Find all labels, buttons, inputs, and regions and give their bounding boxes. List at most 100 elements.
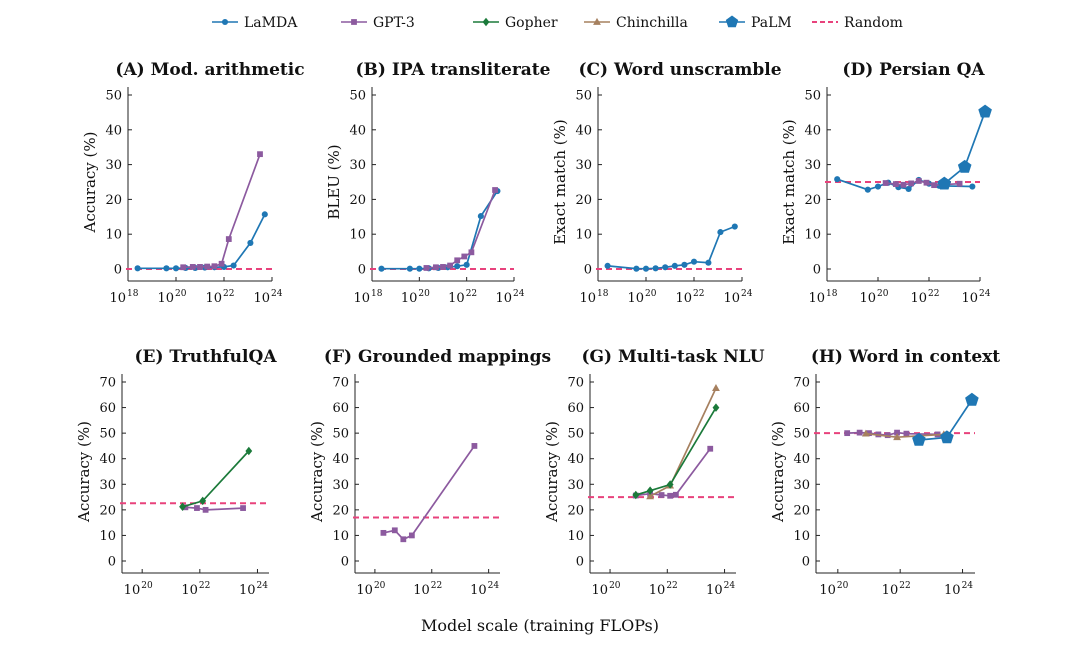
y-tick-label: 30 (349, 158, 366, 173)
data-point (731, 223, 738, 230)
y-axis-label: Accuracy (%) (308, 421, 326, 523)
x-tick-exponent: 24 (979, 289, 991, 299)
data-point (408, 532, 415, 539)
y-tick-label: 40 (105, 123, 122, 138)
series-line (635, 448, 711, 497)
series-gopher (179, 446, 253, 512)
x-tick-exponent: 22 (431, 581, 442, 591)
x-tick-label: 1024 (944, 581, 973, 598)
data-point (447, 262, 453, 269)
data-point (652, 265, 659, 272)
legend-item-palm: PaLM (719, 15, 792, 31)
legend-item-random: Random (812, 15, 903, 31)
y-tick-label: 10 (575, 228, 592, 243)
data-point (956, 180, 963, 187)
data-point (230, 262, 237, 269)
y-tick-label: 30 (793, 478, 810, 493)
data-point (632, 490, 640, 500)
y-axis-label: Accuracy (%) (75, 421, 93, 523)
data-point (391, 527, 398, 534)
y-tick-label: 50 (105, 89, 122, 104)
panel-title: (H) Word in context (811, 347, 1000, 367)
series-gopher (632, 403, 720, 500)
y-tick-label: 10 (99, 529, 116, 544)
data-point (211, 263, 218, 270)
data-point (180, 264, 187, 271)
x-tick-label: 1022 (649, 581, 678, 598)
data-point (189, 264, 196, 270)
x-tick-exponent: 22 (666, 581, 677, 591)
legend-marker (482, 17, 490, 27)
x-tick-exponent: 20 (877, 289, 889, 299)
data-point (245, 446, 253, 456)
y-tick-label: 10 (793, 529, 810, 544)
y-tick-label: 0 (576, 555, 584, 570)
data-point (134, 265, 141, 272)
y-tick-label: 10 (567, 529, 584, 544)
data-point (194, 505, 200, 511)
x-axis-label: Model scale (training FLOPs) (421, 616, 659, 635)
panel-title: (A) Mod. arithmetic (115, 60, 304, 80)
y-tick-label: 40 (99, 452, 116, 467)
x-tick-label: 1022 (413, 581, 442, 598)
y-tick-label: 60 (793, 401, 810, 416)
x-tick-label: 1024 (706, 581, 735, 598)
data-point (179, 502, 186, 512)
x-tick-exponent: 24 (513, 289, 525, 299)
legend-label: GPT-3 (373, 15, 415, 31)
legend-marker (351, 19, 357, 25)
data-point (378, 265, 385, 272)
data-point (866, 430, 872, 437)
data-point (646, 486, 654, 495)
y-axis-label: Accuracy (%) (769, 421, 787, 523)
y-tick-label: 20 (332, 503, 349, 518)
x-tick-label: 1020 (356, 581, 385, 598)
panel-title: (F) Grounded mappings (324, 347, 551, 367)
panel-title: (E) TruthfulQA (134, 347, 277, 367)
x-tick-exponent: 20 (645, 289, 657, 299)
data-point (172, 265, 180, 272)
data-point (923, 179, 930, 186)
x-tick-label: 1024 (254, 289, 283, 306)
series-line (183, 153, 261, 269)
data-point (380, 529, 387, 536)
panel-title: (G) Multi-task NLU (581, 347, 764, 367)
x-tick-exponent: 22 (928, 289, 939, 299)
x-tick-exponent: 18 (371, 289, 383, 299)
data-point (440, 264, 446, 270)
x-tick-exponent: 18 (127, 289, 139, 299)
data-point (908, 180, 915, 187)
data-point (912, 432, 926, 446)
data-point (646, 492, 655, 500)
data-point (406, 265, 413, 272)
y-axis-label: Accuracy (%) (81, 131, 99, 233)
y-tick-label: 30 (105, 158, 122, 173)
data-point (937, 176, 952, 190)
legend-label: Gopher (505, 15, 558, 31)
data-point (905, 185, 912, 193)
x-tick-label: 1018 (354, 289, 383, 306)
legend-item-lamda: LaMDA (212, 15, 298, 31)
x-tick-exponent: 22 (693, 289, 704, 299)
x-tick-label: 1022 (181, 581, 210, 598)
y-tick-label: 0 (584, 263, 592, 278)
series-gpt-3 (180, 151, 263, 271)
y-tick-label: 70 (567, 376, 584, 391)
data-point (965, 392, 979, 406)
data-point (672, 491, 679, 498)
x-tick-label: 1024 (239, 581, 268, 598)
series-palm (912, 392, 979, 446)
x-tick-exponent: 22 (199, 581, 210, 591)
y-tick-label: 50 (793, 427, 810, 442)
x-tick-label: 1024 (724, 289, 753, 306)
data-point (667, 492, 674, 499)
legend-item-gpt-3: GPT-3 (341, 15, 415, 31)
legend-marker (593, 17, 601, 25)
x-tick-exponent: 24 (488, 581, 500, 591)
legend-label: Chinchilla (616, 15, 688, 31)
data-point (247, 239, 254, 246)
data-point (197, 264, 203, 270)
